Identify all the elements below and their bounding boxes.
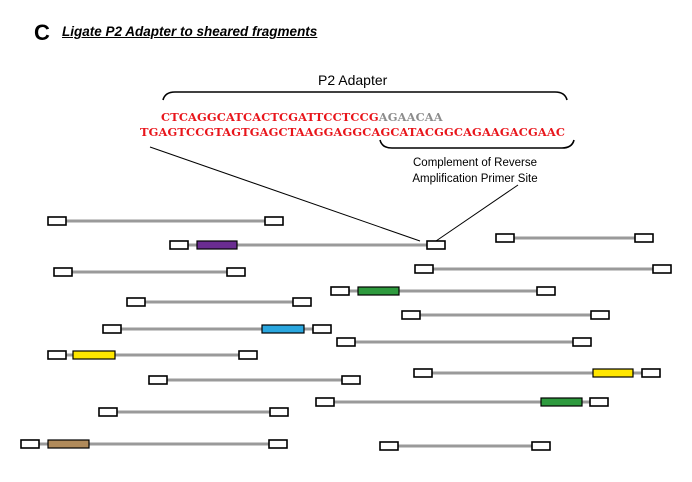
adapter-bracket — [162, 91, 568, 101]
adapter-end-box-right — [264, 216, 284, 226]
dna-fragment — [414, 264, 672, 274]
adapter-end-box-left — [414, 264, 434, 274]
adapter-end-box-left — [169, 240, 189, 250]
adapter-end-box-right — [536, 286, 556, 296]
adapter-end-box-right — [652, 264, 672, 274]
adapter-end-box-right — [226, 267, 246, 277]
dna-fragment — [98, 407, 289, 417]
dna-fragment — [379, 441, 551, 451]
adapter-end-box-right — [292, 297, 312, 307]
adapter-end-box-left — [379, 441, 399, 451]
adapter-end-box-right — [572, 337, 592, 347]
panel-letter: C — [34, 20, 50, 45]
primer-site-note: Complement of Reverse Amplification Prim… — [390, 155, 560, 187]
adapter-end-box-left — [20, 439, 40, 449]
panel-title: Ligate P2 Adapter to sheared fragments — [62, 24, 318, 39]
dna-fragment — [315, 397, 609, 407]
dna-fragment — [53, 267, 246, 277]
adapter-end-box-right — [634, 233, 654, 243]
dna-fragment — [126, 297, 312, 307]
dna-fragment — [330, 286, 556, 296]
fragment-colored-band — [196, 240, 238, 250]
primer-site-bracket — [379, 139, 575, 149]
dna-fragment — [413, 368, 661, 378]
dna-fragment — [102, 324, 332, 334]
primer-site-note-line2: Amplification Primer Site — [412, 173, 538, 185]
fragment-group — [20, 216, 672, 451]
adapter-top-strand: CTCAGGCATCACTCGATTCCTCCGAGAACAA — [161, 110, 443, 124]
adapter-label: P2 Adapter — [318, 72, 388, 88]
adapter-end-box-right — [269, 407, 289, 417]
adapter-end-box-right — [531, 441, 551, 451]
adapter-end-box-right — [312, 324, 332, 334]
adapter-end-box-right — [641, 368, 661, 378]
adapter-top-strand-red: CTCAGGCATCACTCGATTCCTCCG — [161, 110, 379, 124]
adapter-end-box-right — [238, 350, 258, 360]
adapter-end-box-left — [413, 368, 433, 378]
fragment-colored-band — [47, 439, 90, 449]
adapter-end-box-right — [590, 310, 610, 320]
adapter-end-box-left — [53, 267, 73, 277]
fragment-colored-band — [540, 397, 583, 407]
adapter-end-box-left — [315, 397, 335, 407]
dna-fragment — [495, 233, 654, 243]
adapter-end-box-left — [495, 233, 515, 243]
adapter-end-box-left — [401, 310, 421, 320]
adapter-end-box-left — [102, 324, 122, 334]
fragment-colored-band — [592, 368, 634, 378]
dna-fragment — [20, 439, 288, 449]
adapter-end-box-left — [47, 216, 67, 226]
adapter-bottom-strand: TGAGTCCGTAGTGAGCTAAGGAGGCAGCATACGGCAGAAG… — [140, 125, 566, 139]
fragment-colored-band — [357, 286, 400, 296]
fragment-colored-band — [261, 324, 305, 334]
adapter-end-box-right — [268, 439, 288, 449]
adapter-end-box-left — [47, 350, 67, 360]
dna-fragment — [401, 310, 610, 320]
adapter-end-box-right — [341, 375, 361, 385]
fragment-colored-band — [72, 350, 116, 360]
adapter-end-box-left — [336, 337, 356, 347]
primer-site-note-line1: Complement of Reverse — [413, 157, 537, 169]
dna-fragment — [47, 216, 284, 226]
adapter-end-box-right — [589, 397, 609, 407]
adapter-end-box-left — [98, 407, 118, 417]
zoom-line-right — [435, 184, 519, 242]
zoom-line-left — [149, 146, 421, 242]
adapter-top-strand-gray: AGAACAA — [378, 110, 443, 124]
dna-fragment — [336, 337, 592, 347]
adapter-end-box-right — [426, 240, 446, 250]
dna-fragment — [148, 375, 361, 385]
adapter-end-box-left — [126, 297, 146, 307]
adapter-end-box-left — [148, 375, 168, 385]
dna-fragment — [169, 240, 446, 250]
dna-fragment — [47, 350, 258, 360]
adapter-end-box-left — [330, 286, 350, 296]
